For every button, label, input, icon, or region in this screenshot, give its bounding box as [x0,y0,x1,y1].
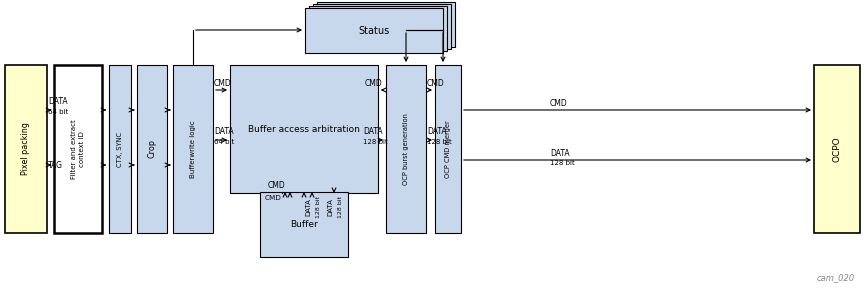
Bar [386,65,426,233]
Bar [305,8,443,53]
Text: CMD: CMD [265,195,282,201]
Text: DATA: DATA [214,128,233,137]
Text: CMD: CMD [550,99,568,108]
Text: 128 bit: 128 bit [427,139,452,145]
Text: DATA: DATA [363,128,382,137]
Text: Bufferwrite logic: Bufferwrite logic [190,120,196,178]
Bar [54,65,102,233]
Bar [260,192,348,257]
Bar [109,65,131,233]
Bar [309,6,447,51]
Text: DATA: DATA [305,198,311,216]
Text: CMD: CMD [268,180,286,189]
Text: TAG: TAG [48,160,63,169]
Text: cam_020: cam_020 [817,273,855,282]
Text: OCP CMD merger: OCP CMD merger [445,120,451,178]
Text: CTX, SYNC: CTX, SYNC [117,131,123,166]
Text: CMD: CMD [365,79,382,88]
Text: CMD: CMD [214,79,231,88]
Text: 128 bit: 128 bit [316,196,321,218]
Text: CMD: CMD [427,79,445,88]
Text: 64 bit: 64 bit [214,139,234,145]
Text: Status: Status [358,26,389,35]
Text: Filter and extract
context ID: Filter and extract context ID [71,119,84,179]
Bar [317,2,455,47]
Bar [313,4,451,49]
Bar [137,65,167,233]
Bar [173,65,213,233]
Bar [5,65,47,233]
Text: DATA: DATA [327,198,333,216]
Text: 128 bit: 128 bit [363,139,388,145]
Bar [814,65,860,233]
Text: Buffer access arbitration: Buffer access arbitration [248,124,360,133]
Text: DATA: DATA [550,148,570,157]
Text: Pixel packing: Pixel packing [22,123,30,175]
Text: Crop: Crop [147,139,157,159]
Text: DATA: DATA [427,128,447,137]
Text: DATA: DATA [48,97,68,106]
Bar [435,65,461,233]
Text: 128 bit: 128 bit [337,196,342,218]
Bar [230,65,378,193]
Text: OCPO: OCPO [832,136,842,162]
Text: Buffer: Buffer [290,220,318,229]
Text: 128 bit: 128 bit [550,160,575,166]
Text: 64 bit: 64 bit [48,109,68,115]
Text: OCP burst generation: OCP burst generation [403,113,409,185]
